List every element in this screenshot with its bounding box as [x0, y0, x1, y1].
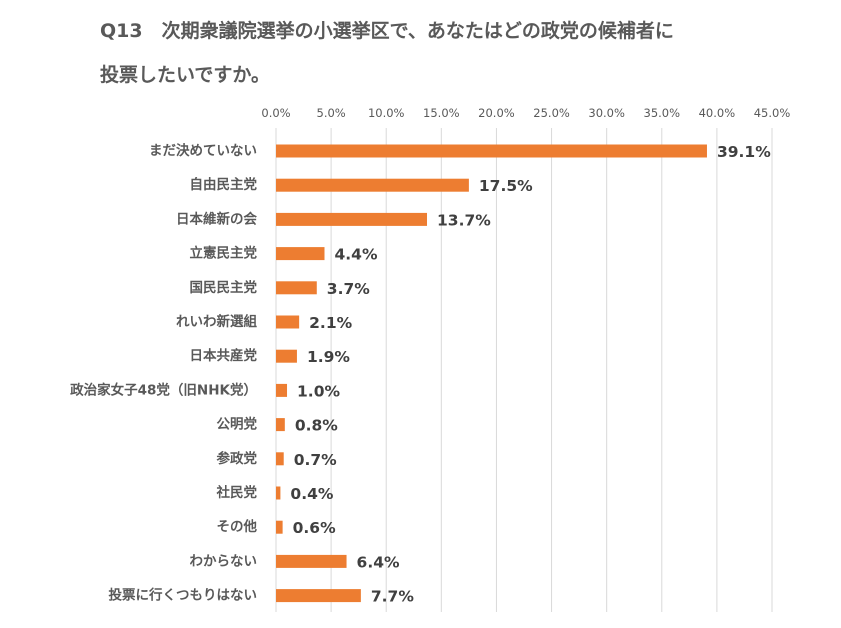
- bar: [276, 486, 281, 500]
- data-label: 17.5%: [479, 177, 533, 195]
- data-label: 0.7%: [294, 451, 337, 469]
- bar: [276, 349, 297, 363]
- data-label: 3.7%: [327, 280, 370, 298]
- category-label: 政治家女子48党（旧NHK党）: [70, 381, 257, 398]
- category-label: 参政党: [217, 450, 258, 467]
- data-label: 2.1%: [309, 314, 352, 332]
- category-label: 国民民主党: [190, 279, 258, 296]
- x-tick-label: 45.0%: [754, 106, 791, 120]
- category-label: 日本共産党: [190, 347, 258, 364]
- x-tick-label: 5.0%: [317, 106, 346, 120]
- bar: [276, 554, 347, 568]
- bar: [276, 281, 317, 295]
- bar: [276, 589, 361, 603]
- bar: [276, 383, 288, 397]
- category-label: 投票に行くつもりはない: [109, 587, 258, 604]
- data-label: 39.1%: [717, 143, 771, 161]
- bar: [276, 520, 283, 534]
- chart-title-line1: Q13 次期衆議院選挙の小選挙区で、あなたはどの政党の候補者に: [100, 20, 674, 42]
- x-tick-label: 25.0%: [533, 106, 570, 120]
- x-tick-label: 15.0%: [423, 106, 460, 120]
- category-label: 公明党: [217, 416, 258, 433]
- x-tick-label: 40.0%: [699, 106, 736, 120]
- data-label: 4.4%: [334, 246, 377, 264]
- bar: [276, 452, 284, 466]
- category-label: わからない: [190, 553, 258, 569]
- x-tick-label: 0.0%: [261, 106, 290, 120]
- bar: [276, 178, 469, 192]
- data-label: 1.0%: [297, 382, 340, 400]
- data-label: 7.7%: [371, 588, 414, 606]
- category-label: 自由民主党: [190, 176, 258, 193]
- category-label: 日本維新の会: [176, 210, 257, 227]
- bar: [276, 247, 325, 261]
- x-tick-label: 10.0%: [368, 106, 405, 120]
- x-tick-label: 20.0%: [478, 106, 515, 120]
- category-label: れいわ新選組: [176, 313, 257, 330]
- bar: [276, 315, 300, 329]
- category-label: まだ決めていない: [149, 142, 257, 159]
- chart-title-line2: 投票したいですか。: [100, 64, 271, 86]
- bar: [276, 212, 428, 226]
- x-tick-label: 35.0%: [644, 106, 681, 120]
- data-label: 1.9%: [307, 348, 350, 366]
- category-label: その他: [217, 518, 258, 535]
- category-label: 社民党: [216, 484, 258, 501]
- data-label: 13.7%: [437, 211, 491, 229]
- category-label: 立憲民主党: [190, 245, 258, 262]
- bar: [276, 144, 707, 158]
- bar: [276, 418, 285, 432]
- data-label: 0.6%: [293, 519, 336, 537]
- data-label: 6.4%: [357, 553, 400, 571]
- data-label: 0.8%: [295, 417, 338, 435]
- x-tick-label: 30.0%: [588, 106, 625, 120]
- data-label: 0.4%: [290, 485, 333, 503]
